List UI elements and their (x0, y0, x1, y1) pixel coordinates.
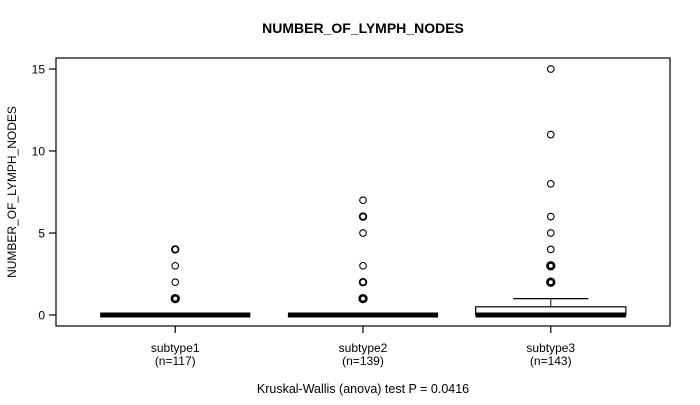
group-label: subtype1 (151, 341, 200, 355)
group-count-label: (n=117) (155, 354, 196, 368)
outlier-point (358, 212, 368, 221)
group-label: subtype2 (339, 341, 388, 355)
chart-title: NUMBER_OF_LYMPH_NODES (262, 20, 464, 36)
outlier-point (171, 245, 180, 254)
median-line (287, 312, 439, 318)
kruskal-wallis-annotation: Kruskal-Wallis (anova) test P = 0.0416 (257, 382, 469, 396)
outlier-point (359, 196, 367, 205)
median-line (100, 312, 251, 318)
y-axis-tick-label: 5 (38, 226, 45, 240)
y-axis-tick-label: 0 (38, 308, 45, 322)
plot-content: 0 5 10 15 subtype1(n=117) subtype2(n=139) subt… (32, 62, 627, 368)
outlier-point (546, 277, 556, 287)
median-line (475, 312, 626, 318)
y-axis-tick-label: 10 (32, 144, 46, 158)
outlier-point (358, 278, 368, 287)
outlier-point (546, 245, 555, 254)
group-label: subtype3 (526, 341, 575, 355)
outlier-point (171, 261, 180, 270)
outlier-point (546, 130, 555, 139)
outlier-point (358, 293, 368, 304)
outlier-point (546, 229, 555, 237)
outlier-point (546, 212, 555, 221)
outlier-point (546, 65, 555, 73)
outlier-point (546, 261, 556, 271)
group-count-label: (n=143) (530, 354, 572, 368)
y-axis-title: NUMBER_OF_LYMPH_NODES (5, 106, 19, 278)
outlier-point (359, 229, 367, 237)
outlier-point (546, 179, 555, 188)
y-axis-tick-label: 15 (32, 62, 46, 76)
outlier-point (170, 293, 180, 304)
group-count-label: (n=139) (342, 354, 384, 368)
outlier-point (171, 278, 180, 287)
outlier-point (359, 261, 367, 270)
